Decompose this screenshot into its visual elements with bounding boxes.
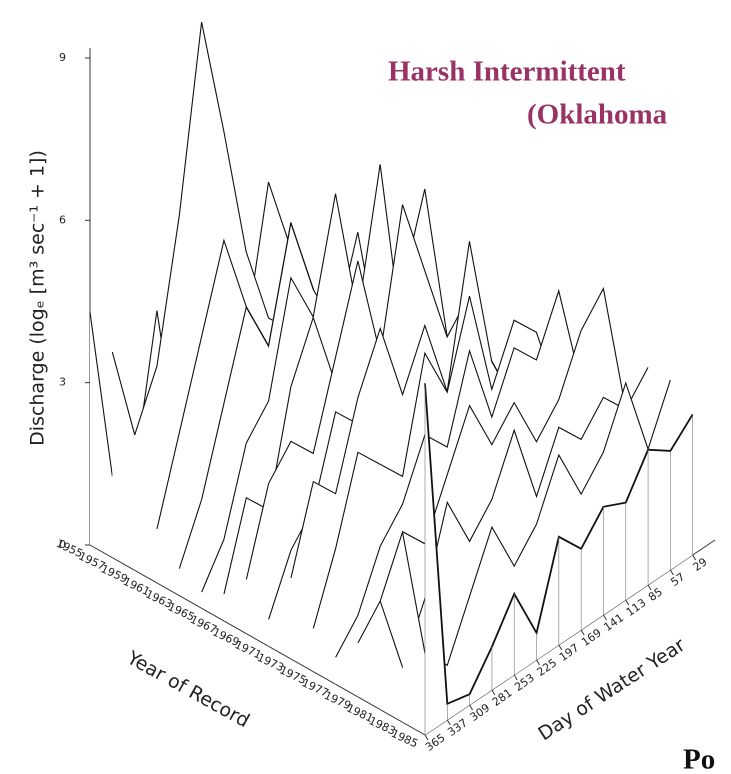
z-tick-label: 3 [59, 376, 66, 389]
x-tick-label: 309 [468, 701, 493, 724]
y-axis [89, 544, 426, 736]
y-tick-label: 1985 [389, 727, 420, 751]
x-tick-label: 29 [691, 555, 710, 574]
title-line: (Oklahoma [527, 99, 668, 131]
x-tick [558, 644, 563, 651]
z-tick-label: 6 [59, 213, 66, 226]
x-tick-label: 197 [557, 641, 582, 664]
x-tick-label: 253 [512, 671, 537, 694]
x-tick-label: 169 [579, 626, 604, 649]
x-tick [692, 554, 697, 561]
x-tick-label: 85 [646, 585, 665, 604]
ridge-fill [402, 380, 671, 723]
x-tick [446, 719, 451, 726]
ridge-line [312, 295, 582, 629]
x-tick [669, 569, 674, 576]
title-line: Harsh Intermittent [388, 56, 626, 88]
x-tick [625, 599, 630, 606]
ridge-line [335, 288, 604, 658]
y-axis-label: Year of Record [122, 646, 253, 732]
x-tick [491, 689, 496, 696]
x-tick [536, 659, 540, 666]
x-tick [424, 734, 429, 741]
x-tick-label: 113 [624, 596, 649, 619]
x-tick-label: 225 [535, 656, 560, 679]
ridge-line [357, 286, 627, 644]
x-tick-label: 141 [601, 611, 626, 634]
footer-text: Po [683, 744, 715, 774]
x-tick-label: 57 [668, 570, 687, 589]
x-tick [603, 614, 607, 621]
x-axis-label: Day of Water Year [534, 634, 689, 745]
ridge-line [402, 379, 671, 667]
x-tick [513, 674, 518, 681]
x-tick [647, 584, 652, 591]
ridge-fill [380, 367, 649, 710]
x-tick-label: 281 [490, 686, 515, 709]
x-tick-label: 337 [445, 716, 470, 739]
x-tick-label: 365 [423, 731, 448, 754]
x-tick [469, 704, 474, 711]
z-axis-label: Discharge (logₑ [m³ sec⁻¹ + 1]) [27, 150, 49, 446]
z-tick-label: 9 [59, 51, 66, 64]
x-tick [580, 629, 585, 636]
z-tick-label: 0 [59, 538, 66, 551]
